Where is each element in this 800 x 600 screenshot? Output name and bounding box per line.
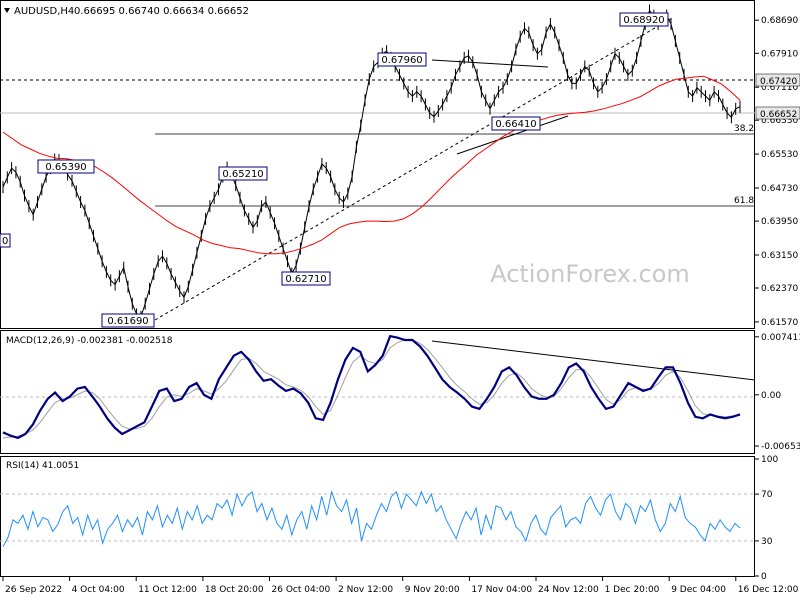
y-tick-label: 0.67110 [761, 83, 798, 93]
y-tick-label: -0.006532 [761, 442, 800, 452]
resistance-price-box [755, 73, 800, 87]
y-tick-label: 0.66330 [761, 116, 798, 126]
rsi-series-layer [2, 489, 741, 548]
moving-average-layer [2, 75, 741, 255]
x-tick-label: 26 Oct 04:00 [272, 585, 331, 595]
x-tick-label: 26 Sep 2022 [5, 585, 62, 595]
x-tick-label: 4 Oct 04:00 [72, 585, 125, 595]
y-tick-label: 0.62370 [761, 284, 798, 294]
y-tick-label: 0.007411 [761, 333, 800, 343]
current-price-label: 0.66652 [760, 110, 797, 120]
x-tick-label: 17 Nov 04:00 [471, 585, 532, 595]
uptrend-dashed-line [154, 17, 673, 321]
fib-38-label: 38.2 [734, 124, 754, 134]
header-arrow-icon [4, 8, 10, 13]
price-horizontal-lines [0, 79, 755, 207]
annotation-label: 0.65390 [45, 162, 86, 173]
annotation-box [218, 166, 268, 181]
price-annotations: 0.65390 0.61690 0.65210 0.62710 0.67960 … [0, 12, 669, 328]
annotation-label-left: 0 [2, 236, 8, 247]
fib-61-label: 61.8 [734, 196, 754, 206]
macd-y-axis: 0.007411 0.00 -0.006532 [755, 333, 800, 452]
rsi-title: RSI(14) 41.0051 [6, 461, 79, 471]
x-tick-label: 24 Nov 12:00 [538, 585, 599, 595]
header-symbol: AUDUSD,H4 [14, 6, 74, 17]
moving-average-line [2, 75, 741, 255]
y-tick-label: 0.68690 [761, 16, 798, 26]
price-line [2, 9, 741, 318]
x-tick-label: 18 Oct 20:00 [205, 585, 264, 595]
y-tick-label: 0.65530 [761, 150, 798, 160]
y-tick-label: 0.63950 [761, 217, 798, 227]
annotation-box [377, 52, 427, 67]
annotation-label: 0.65210 [222, 169, 263, 180]
macd-main-line [2, 334, 741, 440]
resistance-price-label: 0.67420 [760, 77, 797, 87]
annotation-label: 0.62710 [285, 274, 326, 285]
price-trendlines [154, 17, 673, 321]
annotation-box [619, 12, 669, 27]
annotation-label: 0.66410 [495, 119, 536, 130]
annotation-label: 0.67960 [381, 55, 422, 66]
price-panel-frame [0, 0, 755, 329]
macd-panel-frame [0, 330, 755, 454]
annotation-label: 0.61690 [107, 316, 148, 327]
annotation-box [0, 233, 11, 248]
x-tick-label: 16 Dec 12:00 [738, 585, 799, 595]
x-tick-label: 9 Nov 20:00 [405, 585, 460, 595]
time-x-axis: 26 Sep 2022 4 Oct 04:00 11 Oct 12:00 18 Oct… [2, 577, 799, 595]
rsi-panel-frame [0, 456, 755, 577]
triangle-lower-line [456, 115, 569, 155]
y-tick-label: 0.63150 [761, 251, 798, 261]
watermark: ActionForex.com [490, 260, 690, 288]
chart-header: AUDUSD,H4 0.66695 0.66740 0.66634 0.6665… [4, 6, 249, 17]
price-y-axis: 0.68690 0.67910 0.67110 0.66330 0.65530 0.647… [755, 16, 798, 328]
y-tick-label: 100 [761, 455, 778, 465]
annotation-box [37, 159, 95, 174]
macd-signal-line [2, 339, 741, 439]
annotation-box [281, 271, 331, 286]
y-tick-label: 0.64730 [761, 184, 798, 194]
annotation-box [101, 313, 155, 328]
macd-series-layer [2, 334, 741, 440]
annotation-label: 0.68920 [623, 15, 664, 26]
macd-title: MACD(12,26,9) -0.002381 -0.002518 [6, 336, 173, 346]
header-ohlc: 0.66695 0.66740 0.66634 0.66652 [74, 6, 249, 17]
triangle-upper-line [431, 59, 549, 68]
y-tick-label: 0.61570 [761, 318, 798, 328]
rsi-y-axis: 100 70 30 0 [755, 455, 778, 582]
y-tick-label: 0.00 [761, 391, 781, 401]
x-tick-label: 2 Nov 12:00 [338, 585, 393, 595]
macd-trendline [431, 340, 756, 381]
annotation-box [491, 116, 541, 131]
y-tick-label: 30 [761, 537, 773, 547]
y-tick-label: 70 [761, 490, 773, 500]
y-tick-label: 0 [761, 572, 767, 582]
x-tick-label: 9 Dec 04:00 [671, 585, 726, 595]
y-tick-label: 0.67910 [761, 49, 798, 59]
current-price-box [755, 106, 800, 120]
rsi-line [2, 489, 741, 548]
x-tick-label: 1 Dec 20:00 [605, 585, 660, 595]
x-tick-label: 11 Oct 12:00 [138, 585, 197, 595]
